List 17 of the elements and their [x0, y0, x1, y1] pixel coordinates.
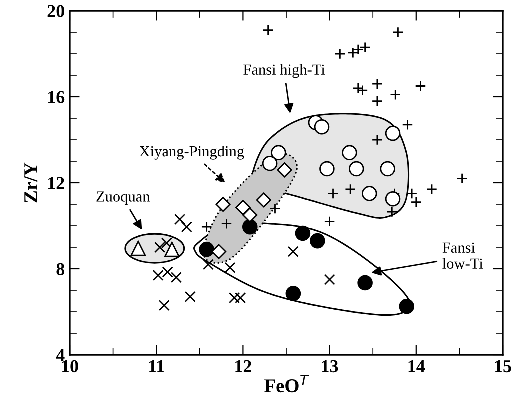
- x-tick-label: 15: [495, 360, 512, 373]
- annotation: Zuoquan: [96, 192, 150, 205]
- annotation: Fansi low-Ti: [442, 242, 484, 269]
- y-tick-label: 12: [48, 177, 64, 190]
- x-tick-label: 14: [408, 360, 426, 372]
- x-axis-title: FeO$^{T}$: [264, 375, 310, 393]
- x-tick-label: 11: [150, 360, 164, 372]
- x-tick-label: 12: [236, 360, 252, 372]
- x-tick-label: 13: [322, 360, 338, 373]
- y-tick-label: 16: [48, 91, 65, 104]
- x-tick-label: 10: [62, 360, 78, 373]
- y-axis-title: Zr/Y: [24, 162, 38, 203]
- annotation: Xiyang-Pingding: [140, 146, 244, 160]
- y-tick-label: 20: [48, 5, 64, 18]
- y-tick-label: 4: [56, 349, 65, 362]
- annotation: Fansi high-Ti: [244, 64, 326, 78]
- y-tick-label: 8: [56, 263, 65, 276]
